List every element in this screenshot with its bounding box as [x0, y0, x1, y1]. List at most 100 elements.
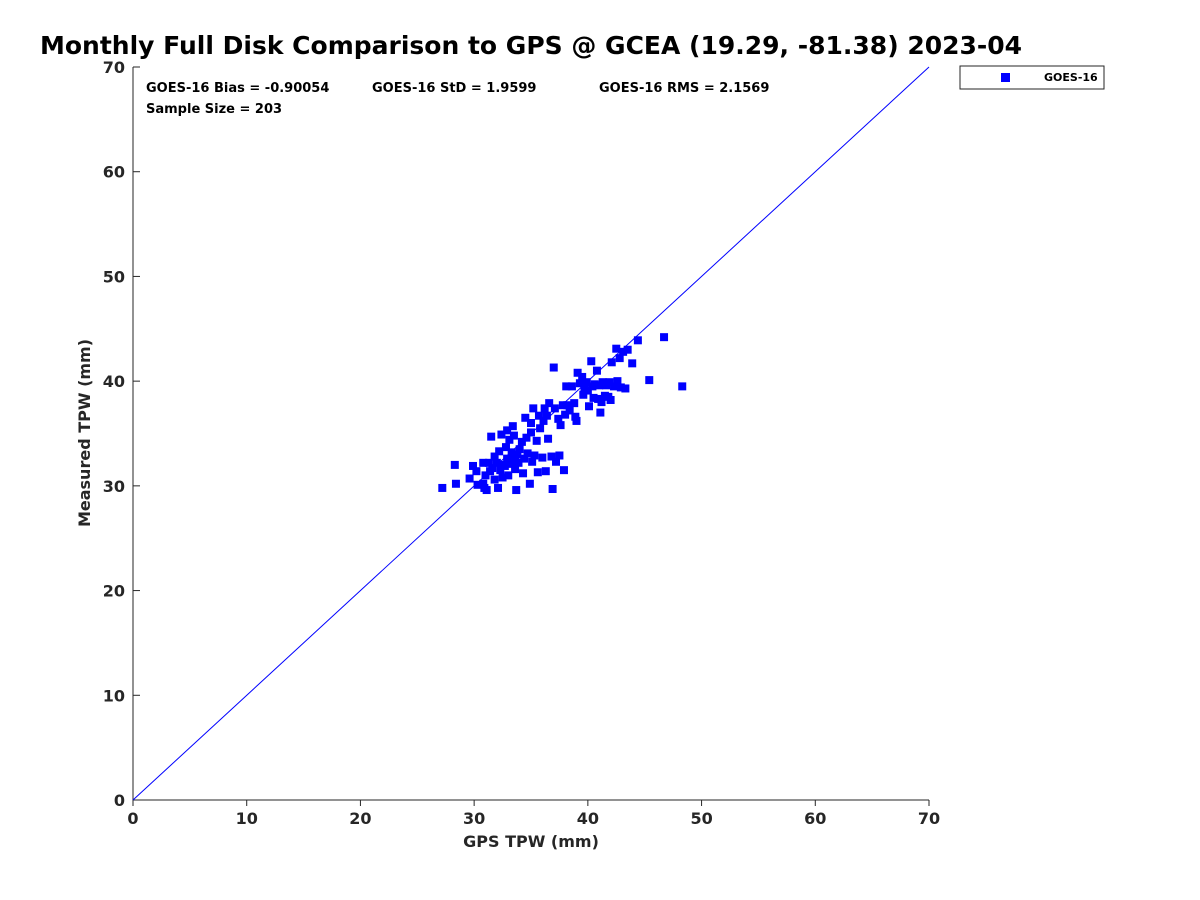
data-point [534, 411, 543, 420]
data-point [589, 393, 598, 402]
y-tick-label: 30 [103, 477, 125, 496]
y-tick-label: 60 [103, 163, 125, 182]
data-point [555, 451, 564, 460]
data-point [488, 464, 497, 473]
data-point [612, 344, 621, 353]
data-point [621, 384, 630, 393]
data-point [522, 433, 531, 442]
data-point [514, 458, 523, 467]
data-point [615, 354, 624, 363]
data-point [572, 416, 581, 425]
data-point [623, 345, 632, 354]
data-point [529, 404, 538, 413]
stat-std: GOES-16 StD = 1.9599 [372, 81, 536, 96]
data-point [542, 411, 551, 420]
x-tick-group: 0 10 20 30 40 50 60 70 [127, 800, 940, 828]
data-point [563, 401, 572, 410]
data-point [547, 452, 556, 461]
data-point [490, 452, 499, 461]
data-point [503, 454, 512, 463]
plot-axes [132, 67, 929, 801]
data-point [548, 484, 557, 493]
data-point [536, 424, 545, 433]
data-point [541, 467, 550, 476]
data-point [549, 363, 558, 372]
data-point [578, 372, 587, 381]
data-point [527, 428, 535, 437]
y-tick-label: 40 [103, 372, 125, 391]
data-point [515, 445, 524, 454]
data-points [438, 333, 687, 495]
data-point [565, 406, 574, 415]
legend-box [959, 65, 1105, 90]
data-point [505, 435, 514, 444]
data-point [533, 468, 542, 477]
data-point [438, 483, 447, 492]
data-point [479, 479, 488, 488]
data-point [497, 430, 506, 439]
data-point [570, 399, 579, 408]
data-point [501, 443, 510, 452]
x-tick-label: 50 [690, 809, 712, 828]
data-point [479, 458, 488, 467]
data-point [584, 402, 593, 411]
data-point [619, 347, 628, 356]
data-point [511, 465, 520, 474]
x-tick-label: 30 [463, 809, 485, 828]
data-point [583, 386, 592, 395]
data-point [562, 382, 571, 391]
y-tick-label: 10 [103, 686, 125, 705]
data-point [550, 404, 559, 413]
data-point [525, 479, 534, 488]
data-point [496, 466, 505, 475]
data-point [571, 412, 580, 421]
data-point [527, 419, 535, 428]
data-point [579, 390, 588, 399]
data-point [556, 421, 565, 430]
data-point [613, 377, 622, 386]
x-tick-label: 70 [918, 809, 940, 828]
data-point [540, 404, 549, 413]
data-point [645, 376, 654, 385]
stat-sample-size: Sample Size = 203 [146, 102, 282, 117]
y-axis-label: Measured TPW (mm) [75, 339, 94, 527]
data-point [484, 458, 493, 467]
data-point [660, 333, 669, 342]
data-point [678, 382, 687, 391]
data-point [582, 378, 591, 387]
data-point [469, 461, 478, 470]
x-axis-label: GPS TPW (mm) [463, 832, 599, 851]
data-point [508, 422, 517, 431]
data-point [473, 480, 482, 489]
data-point [544, 434, 553, 443]
data-point [465, 474, 474, 483]
data-point [498, 473, 507, 482]
data-point [573, 368, 582, 377]
data-point [528, 457, 537, 466]
data-point [554, 414, 563, 423]
data-point [523, 449, 532, 458]
data-point [487, 432, 496, 441]
data-point [592, 366, 601, 375]
data-point [472, 467, 481, 476]
x-tick-label: 0 [127, 809, 138, 828]
y-tick-label: 50 [103, 267, 125, 286]
data-point [545, 399, 554, 408]
data-point [616, 383, 625, 392]
data-point [558, 401, 567, 410]
chart-title: Monthly Full Disk Comparison to GPS @ GC… [40, 31, 1022, 60]
data-point [610, 382, 619, 391]
data-point [596, 408, 605, 417]
data-point [559, 466, 568, 475]
data-point [481, 471, 490, 480]
y-tick-group: 0 10 20 30 40 50 60 70 [103, 58, 140, 810]
legend: GOES-16 [959, 65, 1105, 90]
x-tick-label: 20 [349, 809, 371, 828]
data-point [530, 451, 539, 460]
data-point [517, 437, 526, 446]
x-tick-label: 60 [804, 809, 826, 828]
data-point [450, 460, 459, 469]
data-point [492, 458, 501, 467]
data-point [482, 486, 491, 495]
